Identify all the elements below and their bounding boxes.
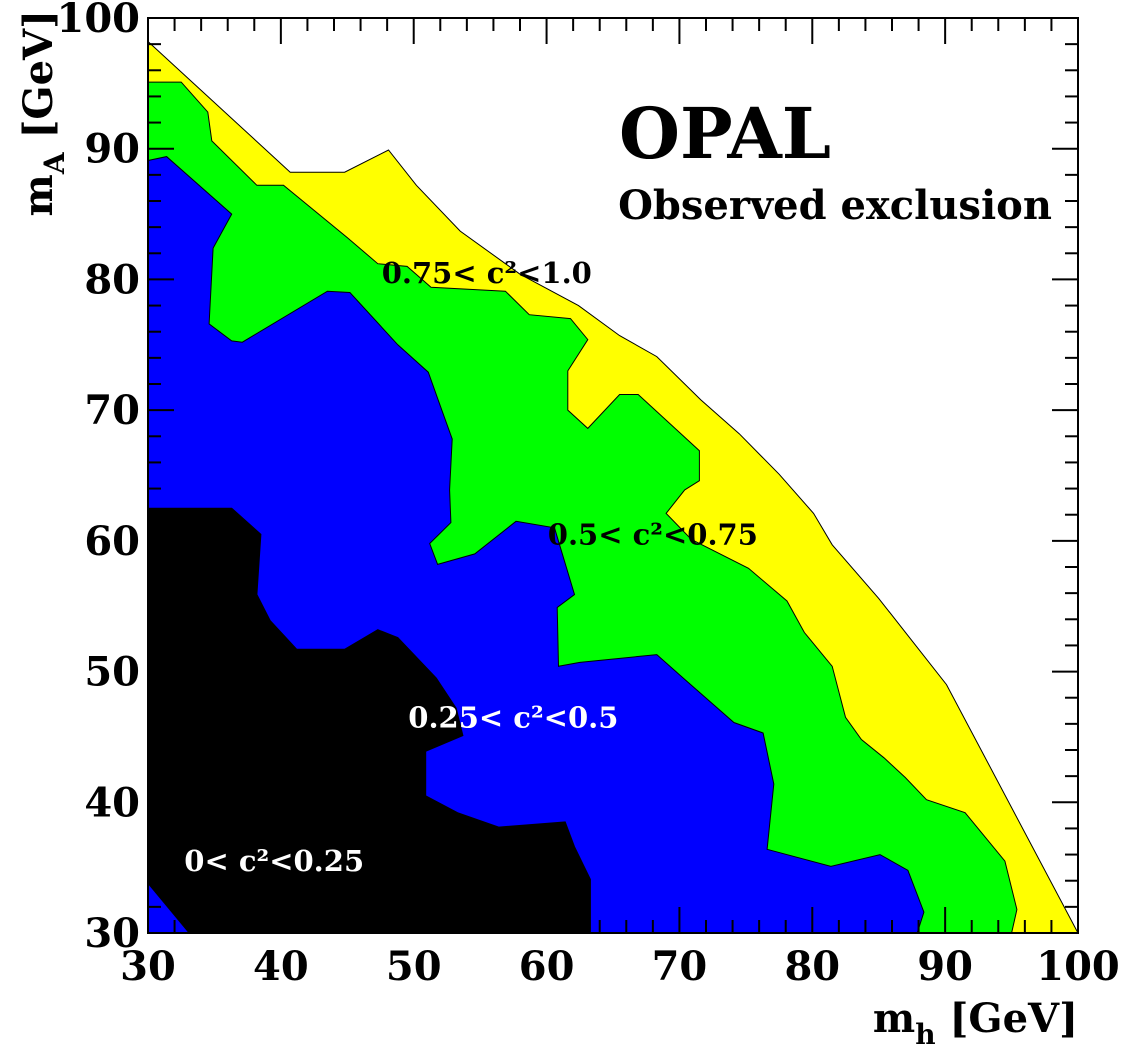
plot-frame <box>147 17 1079 934</box>
x-tick-label: 90 <box>917 943 973 990</box>
region-label-0_5-0_75: 0.5< c²<0.75 <box>548 517 758 551</box>
x-tick-label: 40 <box>253 943 309 990</box>
x-tick-label: 80 <box>784 943 840 990</box>
chart-subtitle: Observed exclusion <box>618 182 1052 229</box>
y-tick-label: 80 <box>84 256 140 303</box>
annotation-block: OPAL Observed exclusion <box>618 92 1052 229</box>
region-0-0_25 <box>147 507 591 934</box>
region-label-0_75-1_0: 0.75< c²<1.0 <box>382 256 592 290</box>
region-label-0_25-0_5: 0.25< c²<0.5 <box>408 700 618 734</box>
region-layer <box>147 40 1079 934</box>
x-tick-label: 60 <box>519 943 575 990</box>
y-tick-label: 30 <box>84 910 140 957</box>
y-tick-label: 60 <box>84 518 140 565</box>
y-tick-label: 50 <box>84 649 140 696</box>
x-tick-label: 70 <box>652 943 708 990</box>
region-label-0-0_25: 0< c²<0.25 <box>184 844 364 878</box>
region-label-layer: 0.75< c²<1.0 0.5< c²<0.75 0.25< c²<0.5 0< c… <box>184 256 758 878</box>
chart-title: OPAL <box>619 92 831 175</box>
x-tick-label: 100 <box>1036 943 1120 990</box>
plot-frame-layer <box>147 17 1079 934</box>
y-tick-label: 100 <box>57 0 141 42</box>
y-axis-title: mA [GeV] <box>15 10 71 216</box>
y-tick-label: 90 <box>84 126 140 173</box>
x-tick-label: 50 <box>386 943 442 990</box>
x-axis-title: mh [GeV] <box>873 995 1078 1051</box>
tick-layer: 30 40 50 60 70 80 90 100 30 40 50 60 70 80 90 100 <box>57 0 1120 990</box>
y-tick-label: 70 <box>84 387 140 434</box>
y-tick-label: 40 <box>84 779 140 826</box>
x-tick-label: 30 <box>120 943 176 990</box>
